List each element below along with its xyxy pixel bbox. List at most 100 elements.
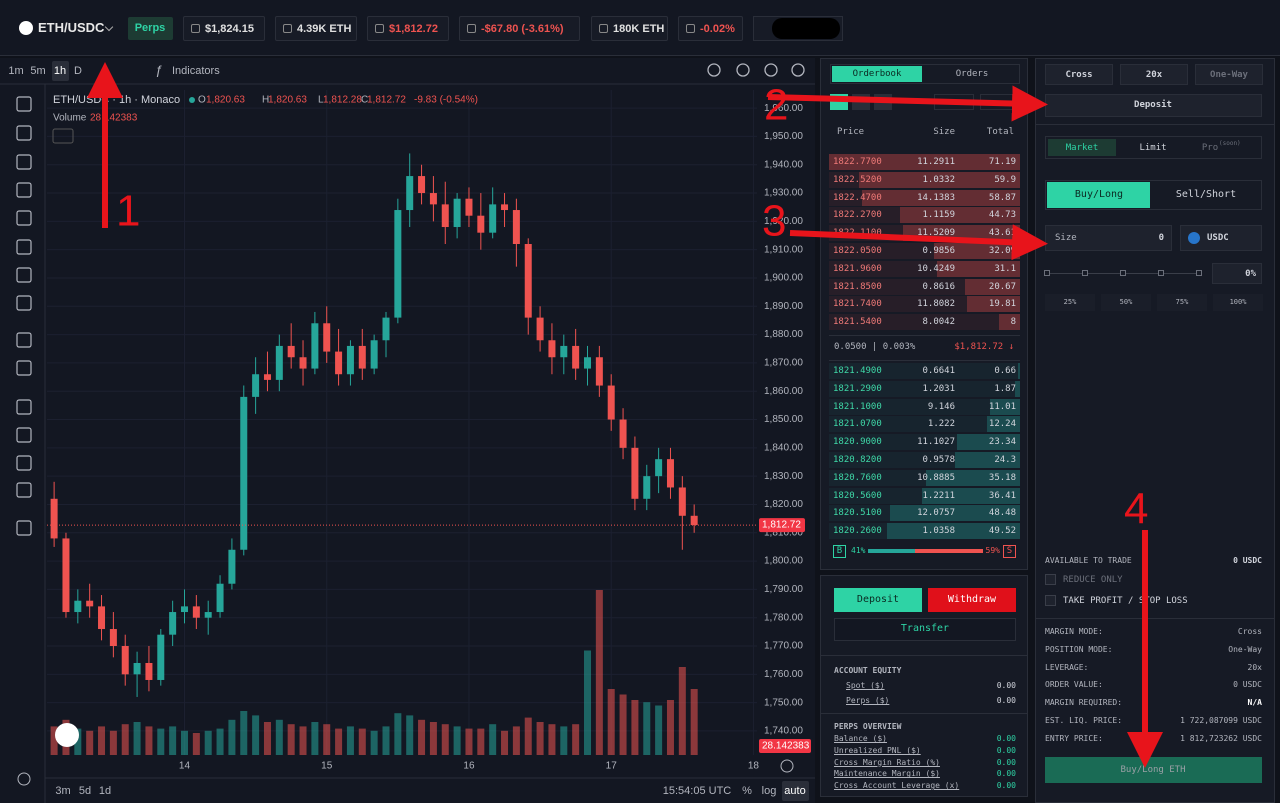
last-price-tag xyxy=(759,518,805,533)
candle-body xyxy=(429,193,437,205)
view-toggle[interactable] xyxy=(852,94,870,110)
depth-row-bg xyxy=(829,434,1020,451)
checkbox[interactable] xyxy=(1045,574,1056,585)
stat-value: -$67.80 (-3.61%) xyxy=(481,23,564,35)
checkbox[interactable] xyxy=(1045,595,1056,606)
volume-bar xyxy=(50,726,58,755)
deposit-button[interactable] xyxy=(834,588,922,612)
y-tick-label: 1,960.00 xyxy=(764,103,803,114)
order-price[interactable]: 1820.9000 xyxy=(833,437,882,448)
order-price[interactable]: 1822.7700 xyxy=(833,157,882,167)
candle-body xyxy=(666,459,674,488)
depth-bar xyxy=(957,434,1020,451)
order-price[interactable]: 1821.2900 xyxy=(833,383,882,394)
order-price[interactable]: 1820.7600 xyxy=(833,472,882,483)
orderbook-tab[interactable]: Orderbook xyxy=(852,69,902,79)
order-size: 11.5209 xyxy=(917,228,955,239)
order-type[interactable]: Market xyxy=(1065,143,1099,153)
divider xyxy=(821,713,1027,714)
available-value: 0 USDC xyxy=(1233,556,1262,565)
order-size: 1.2211 xyxy=(922,490,955,501)
order-price[interactable]: 1821.5400 xyxy=(833,317,882,328)
view-toggle[interactable] xyxy=(874,94,892,110)
pair-selector[interactable]: ETH/USDC xyxy=(38,20,105,35)
order-size: 1.0332 xyxy=(922,174,955,185)
order-price[interactable]: 1821.0700 xyxy=(833,419,882,430)
depth-bar xyxy=(990,398,1020,415)
depth-row-bg xyxy=(829,416,1020,433)
order-price[interactable]: 1821.4900 xyxy=(833,366,882,376)
x-tick-label: 14 xyxy=(179,761,191,772)
option-label: REDUCE ONLY xyxy=(1063,575,1123,585)
depth-bar xyxy=(1014,380,1020,397)
column-header: Size xyxy=(933,127,955,137)
margin-toggle[interactable] xyxy=(1120,64,1188,85)
depth-row-bg xyxy=(829,154,1020,170)
y-tick-label: 1,900.00 xyxy=(764,273,803,284)
order-price[interactable]: 1821.9600 xyxy=(833,263,882,274)
order-price[interactable]: 1821.8500 xyxy=(833,281,882,292)
volume-bar xyxy=(489,724,497,755)
order-type[interactable]: Pro xyxy=(1201,143,1219,153)
order-type[interactable]: Limit xyxy=(1139,143,1167,153)
order-total: 24.3 xyxy=(994,455,1016,465)
order-price[interactable]: 1820.2600 xyxy=(833,526,882,537)
last-price-label: 1,812.72 xyxy=(762,520,801,531)
order-price[interactable]: 1820.5100 xyxy=(833,508,882,519)
candle-body xyxy=(370,340,378,369)
percent-input[interactable] xyxy=(1212,263,1262,284)
order-price[interactable]: 1822.0500 xyxy=(833,246,882,256)
stat-box xyxy=(591,16,668,41)
volume-bar xyxy=(477,728,485,755)
sell-tab-label[interactable]: Sell/Short xyxy=(1175,189,1237,200)
order-total: 12.24 xyxy=(988,419,1016,430)
y-tick-label: 1,880.00 xyxy=(764,329,803,340)
volume-bar xyxy=(370,730,378,755)
drawing-tool xyxy=(16,482,32,498)
preset-button[interactable] xyxy=(1213,294,1263,311)
orders-tab[interactable]: Orders xyxy=(955,69,989,79)
order-size: 11.8082 xyxy=(917,299,955,310)
ohlc-value: 1,812.72 xyxy=(367,95,406,106)
candle-body xyxy=(453,198,461,228)
order-price[interactable]: 1821.1000 xyxy=(833,401,882,412)
stat-value: $1,812.72 xyxy=(389,23,438,35)
depth-bar xyxy=(933,243,1020,259)
depth-row-bg xyxy=(829,189,1020,206)
precision-select[interactable] xyxy=(934,94,974,110)
preset-button[interactable] xyxy=(1045,294,1095,311)
volume-bar xyxy=(631,700,639,755)
margin-option: Cross xyxy=(1065,70,1093,80)
volume-bar xyxy=(192,733,200,755)
equity-label: Perps ($) xyxy=(846,696,890,705)
order-price[interactable]: 1822.4700 xyxy=(833,192,882,203)
order-price[interactable]: 1822.1100 xyxy=(833,228,882,239)
margin-toggle[interactable] xyxy=(1195,64,1263,85)
candle-body xyxy=(358,345,366,369)
preset-button[interactable] xyxy=(1101,294,1151,311)
size-input[interactable] xyxy=(1045,225,1172,251)
order-type-active[interactable] xyxy=(1048,139,1116,156)
volume-bar xyxy=(572,724,580,755)
stat-box xyxy=(275,16,357,41)
candle-body xyxy=(180,606,188,613)
order-size: 10.8885 xyxy=(917,472,955,483)
preset-button[interactable] xyxy=(1157,294,1207,311)
order-price[interactable]: 1820.8200 xyxy=(833,455,882,465)
order-price[interactable]: 1822.2700 xyxy=(833,210,882,221)
volume-bar xyxy=(690,689,698,755)
candle-body xyxy=(157,634,165,680)
sell-pct: 59% xyxy=(985,546,1000,555)
volume-bar xyxy=(655,705,663,755)
order-price[interactable]: 1820.5600 xyxy=(833,490,882,501)
y-tick-label: 1,840.00 xyxy=(764,442,803,453)
order-price[interactable]: 1822.5200 xyxy=(833,174,882,185)
volume-bar xyxy=(252,715,260,755)
order-price[interactable]: 1821.7400 xyxy=(833,299,882,310)
withdraw-button[interactable] xyxy=(928,588,1016,612)
margin-toggle[interactable] xyxy=(1045,64,1113,85)
volume-bar xyxy=(323,724,331,755)
buy-tab[interactable] xyxy=(1047,182,1150,208)
transfer-button[interactable] xyxy=(834,618,1016,641)
view-toggle[interactable] xyxy=(830,94,848,110)
